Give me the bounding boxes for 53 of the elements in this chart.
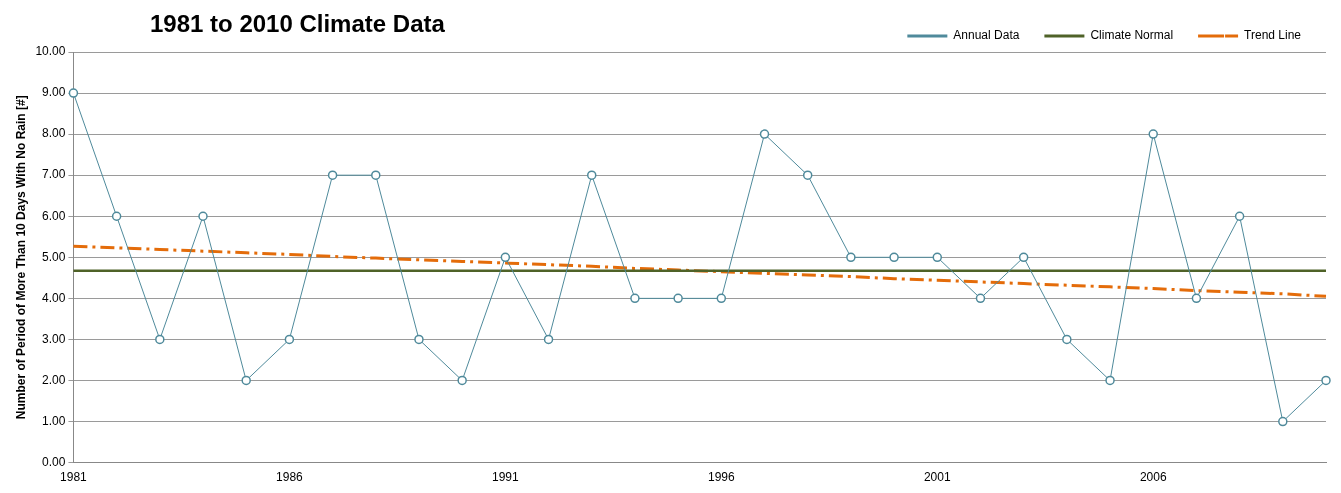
x-tick-label: 2001 (923, 470, 951, 485)
point (975, 293, 986, 304)
x-tick-label: 1981 (60, 470, 88, 485)
y-tick-label: 10.00 (35, 44, 66, 59)
point (1234, 211, 1245, 221)
y-tick-label: 0.00 (42, 454, 66, 469)
point (759, 129, 770, 139)
y-axis-title: Number of Period of More Than 10 Days With No Rain [#] (13, 95, 28, 420)
y-tick-label: 4.00 (42, 290, 66, 305)
y-tick-label: 6.00 (42, 208, 66, 223)
point (630, 293, 640, 304)
point (457, 375, 467, 386)
point (1105, 375, 1115, 386)
y-tick-label: 1.00 (42, 413, 66, 428)
y-tick-label: 7.00 (42, 167, 66, 182)
point (543, 334, 554, 345)
point (68, 88, 79, 98)
point (155, 334, 165, 345)
legend-label: Climate Normal (1090, 28, 1174, 43)
point (1148, 129, 1158, 139)
point (1321, 375, 1331, 386)
point (327, 170, 338, 180)
point (586, 170, 597, 180)
point (889, 252, 899, 263)
point (198, 211, 208, 221)
x-tick-label: 1996 (707, 470, 735, 485)
point (932, 252, 943, 263)
legend-label: Annual Data (953, 28, 1020, 43)
line-series (71, 244, 1328, 298)
legend-label: Trend Line (1244, 28, 1302, 43)
y-tick-label: 5.00 (42, 249, 66, 264)
point (500, 252, 511, 263)
x-tick-label: 2006 (1139, 470, 1167, 485)
point (111, 211, 122, 221)
point (846, 252, 856, 263)
y-tick-label: 3.00 (42, 331, 66, 346)
point (1018, 252, 1029, 263)
point (241, 375, 251, 386)
x-tick-label: 1991 (492, 470, 520, 485)
y-tick-label: 8.00 (42, 126, 66, 141)
point (284, 334, 295, 345)
point (414, 334, 424, 345)
x-tick-label: 1986 (276, 470, 304, 485)
point (673, 293, 683, 304)
point (1191, 293, 1202, 304)
chart-title: 1981 to 2010 Climate Data (150, 10, 445, 38)
point (1278, 416, 1288, 427)
y-tick-label: 9.00 (42, 85, 66, 100)
point (716, 293, 727, 304)
point (1062, 334, 1072, 345)
y-tick-label: 2.00 (42, 372, 66, 387)
point (371, 170, 381, 180)
point (802, 170, 813, 180)
